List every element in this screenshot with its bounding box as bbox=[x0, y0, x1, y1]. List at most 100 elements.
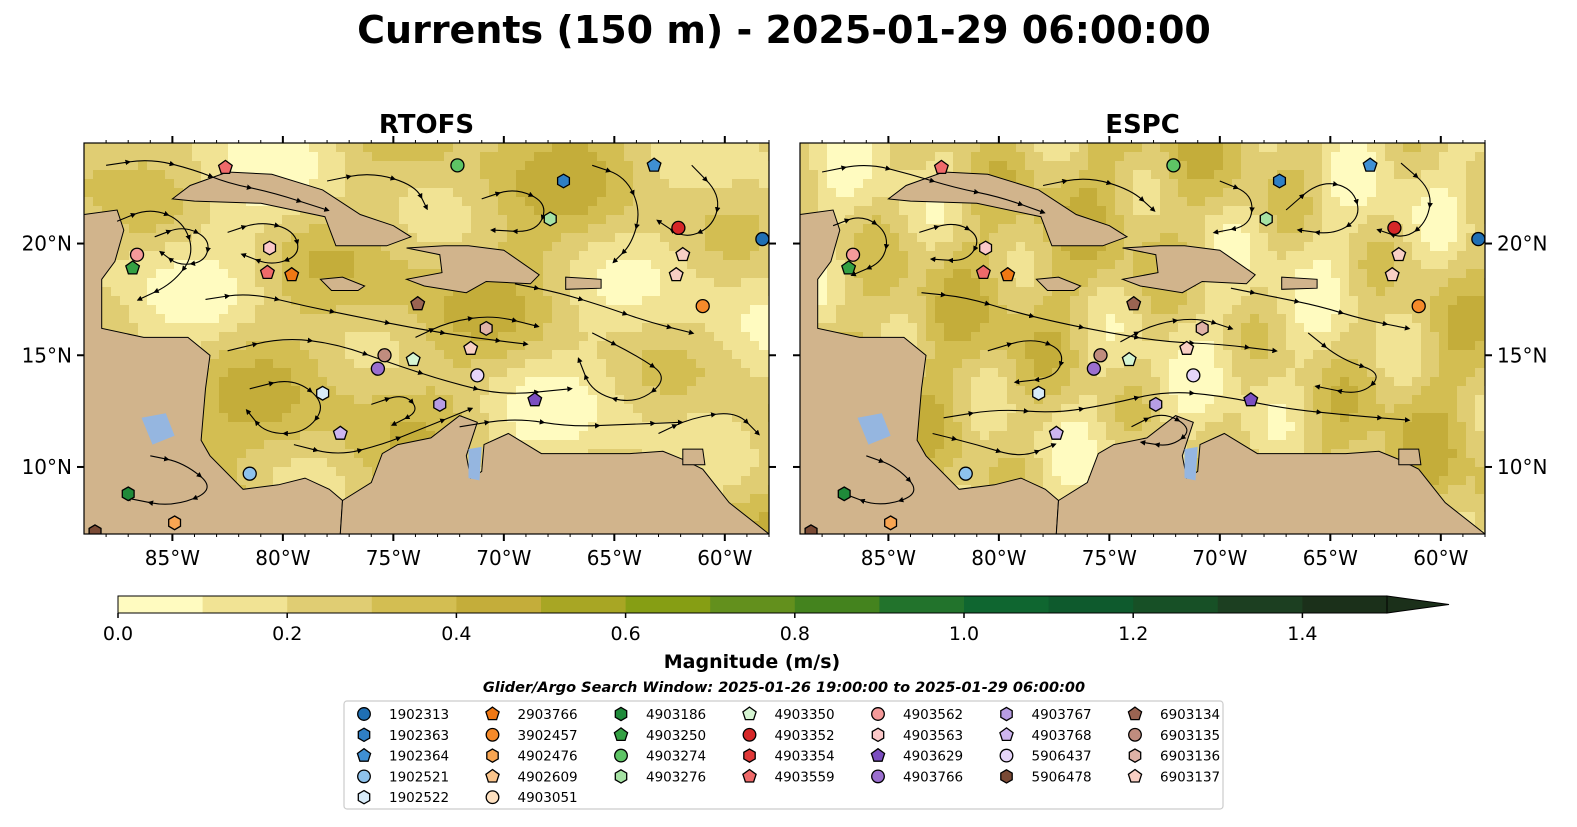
legend-marker-6903134 bbox=[1127, 706, 1143, 721]
legend-frame bbox=[343, 700, 1224, 810]
espc-panel: ESPC 85°W 80°W 75°W 70°W 65°W 60°W 20°N 15°N 10°N bbox=[793, 110, 1547, 570]
legend-label: 6903134 bbox=[1160, 707, 1220, 723]
float-marker-1902363 bbox=[556, 173, 571, 189]
legend-marker-4903767 bbox=[1000, 706, 1013, 722]
x-tick-label: 85°W bbox=[145, 546, 200, 570]
legend-label: 4903354 bbox=[775, 749, 835, 765]
land-mass bbox=[84, 209, 344, 534]
legend-marker-4903274 bbox=[614, 748, 628, 763]
streamline bbox=[227, 222, 300, 264]
streamline bbox=[658, 412, 760, 436]
float-marker-5906478 bbox=[88, 524, 102, 534]
float-marker-6903137 bbox=[1391, 246, 1407, 262]
float-marker-1902522 bbox=[1032, 385, 1046, 401]
land-mass bbox=[319, 276, 366, 291]
legend-marker-1902364 bbox=[356, 747, 372, 762]
y-tick-label: 15°N bbox=[1497, 343, 1547, 367]
y-tick-label: 10°N bbox=[22, 455, 72, 479]
streamline bbox=[154, 228, 211, 266]
float-marker-1902364 bbox=[646, 157, 662, 172]
legend-marker-5906437 bbox=[999, 748, 1014, 763]
legend-label: 1902363 bbox=[389, 728, 449, 744]
legend-marker-4903051 bbox=[485, 790, 500, 805]
float-marker-5906437 bbox=[1186, 368, 1201, 383]
legend-marker-4903350 bbox=[742, 706, 757, 721]
colorbar-segment bbox=[118, 596, 204, 613]
streamline bbox=[1212, 180, 1255, 235]
land-mass bbox=[404, 245, 540, 294]
legend-marker-4903629 bbox=[870, 747, 886, 762]
legend-label: 1902522 bbox=[389, 790, 449, 806]
legend-marker-1902521 bbox=[357, 769, 371, 784]
legend-label: 6903137 bbox=[1160, 769, 1220, 785]
legend-label: 5906478 bbox=[1032, 769, 1092, 785]
float-marker-4903559 bbox=[975, 264, 991, 280]
search-window-note: Glider/Argo Search Window: 2025-01-26 19… bbox=[483, 680, 1085, 696]
legend-label: 4903767 bbox=[1032, 707, 1092, 723]
legend-label: 6903135 bbox=[1160, 728, 1220, 744]
streamline bbox=[326, 174, 428, 211]
legend-label: 4903250 bbox=[646, 728, 706, 744]
float-marker-4903563 bbox=[263, 240, 277, 256]
streamline bbox=[919, 223, 979, 264]
streamline bbox=[227, 337, 573, 396]
float-marker-4903274 bbox=[450, 158, 465, 173]
legend-label: 4903563 bbox=[903, 728, 963, 744]
streamline bbox=[1376, 162, 1433, 239]
streamline bbox=[577, 332, 662, 403]
legend-marker-4902476 bbox=[486, 748, 499, 763]
float-marker-4903186 bbox=[121, 486, 135, 502]
legend-marker-4903186 bbox=[614, 706, 628, 722]
float-marker-6903136 bbox=[479, 320, 493, 337]
float-marker-6903137 bbox=[668, 266, 684, 282]
float-marker-4903768 bbox=[332, 425, 348, 440]
float-marker-6903135 bbox=[1093, 348, 1108, 363]
figure-title: Currents (150 m) - 2025-01-29 06:00:00 bbox=[357, 8, 1211, 52]
legend-label: 4903350 bbox=[775, 707, 835, 723]
colorbar-segment bbox=[1302, 596, 1388, 613]
x-tick-label: 65°W bbox=[587, 546, 642, 570]
streamline bbox=[1120, 318, 1234, 343]
float-marker-1902521 bbox=[958, 466, 973, 481]
colorbar-segment bbox=[794, 596, 880, 613]
legend-marker-6903135 bbox=[1128, 727, 1142, 742]
float-marker-4903559 bbox=[217, 159, 233, 175]
streamline bbox=[932, 432, 1057, 456]
float-marker-4903559 bbox=[259, 264, 275, 280]
colorbar: 0.0 0.2 0.4 0.6 0.8 1.0 1.2 1.4 bbox=[103, 595, 1450, 645]
legend-label: 3902457 bbox=[518, 728, 578, 744]
legend-marker-4903563 bbox=[871, 727, 885, 743]
streamline bbox=[921, 291, 1278, 354]
float-marker-6903134 bbox=[410, 295, 426, 311]
x-tick-label: 70°W bbox=[476, 546, 531, 570]
colorbar-label: Magnitude (m/s) bbox=[664, 651, 841, 673]
streamline bbox=[592, 164, 640, 264]
float-marker-4903767 bbox=[1149, 396, 1163, 412]
colorbar-tick-label: 1.0 bbox=[949, 623, 979, 645]
y-tick-label: 15°N bbox=[22, 343, 72, 367]
float-marker-5906478 bbox=[804, 524, 818, 534]
legend-marker-4903562 bbox=[871, 707, 885, 721]
legend-label: 4903276 bbox=[646, 769, 706, 785]
legend-marker-1902363 bbox=[357, 727, 371, 743]
streamline bbox=[245, 381, 321, 437]
streamline bbox=[1230, 287, 1411, 331]
streamline bbox=[1131, 414, 1188, 448]
float-marker-4903766 bbox=[1086, 361, 1102, 376]
float-marker-4903250 bbox=[841, 260, 857, 275]
float-marker-4903276 bbox=[1259, 211, 1273, 227]
float-marker-6903137 bbox=[675, 246, 691, 262]
panel-title: RTOFS bbox=[379, 110, 474, 140]
y-tick-label: 20°N bbox=[1497, 232, 1547, 256]
legend-marker-4903559 bbox=[742, 768, 757, 783]
streamline bbox=[415, 316, 540, 338]
legend-label: 5906437 bbox=[1032, 749, 1092, 765]
float-marker-1902313 bbox=[755, 231, 769, 247]
legend-marker-3902457 bbox=[485, 727, 500, 742]
legend-marker-1902313 bbox=[357, 707, 371, 721]
float-marker-1902521 bbox=[242, 466, 257, 481]
float-marker-4903768 bbox=[1048, 425, 1064, 440]
colorbar-frame bbox=[117, 595, 1388, 614]
legend-label: 4903629 bbox=[903, 749, 963, 765]
